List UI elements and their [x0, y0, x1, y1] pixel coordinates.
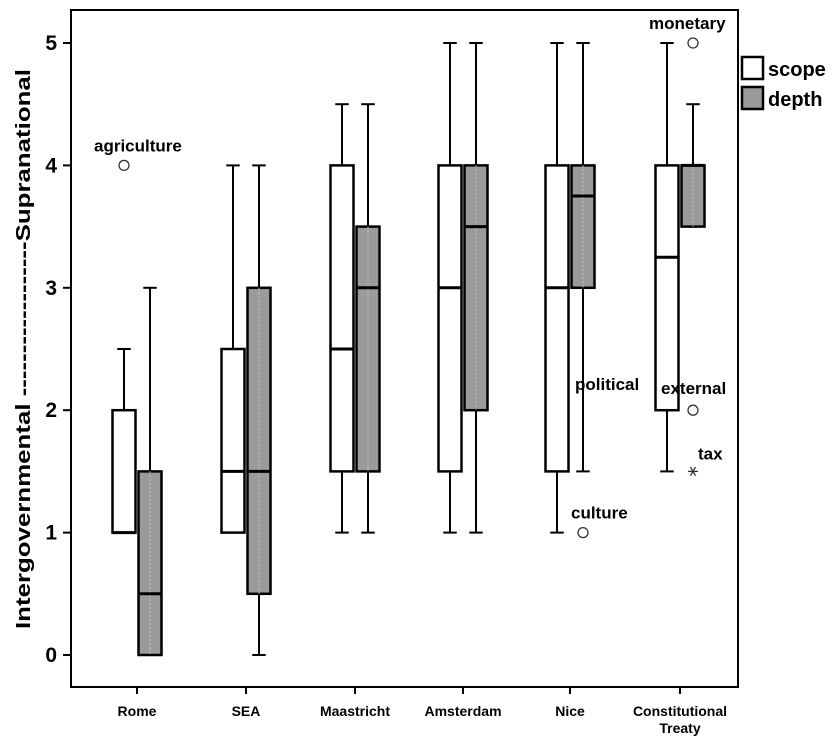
box-scope-sea: [220, 164, 246, 534]
box-depth-sea: [246, 164, 272, 656]
legend-item-depth: depth: [740, 85, 822, 111]
outlier-culture: culture: [571, 504, 628, 539]
outlier-marker-circle: [577, 526, 589, 539]
outlier-agriculture: agriculture: [94, 136, 182, 172]
outlier-marker-circle: [687, 37, 699, 49]
legend-swatch: [740, 85, 765, 111]
y-tick-label: 4: [45, 154, 57, 177]
box-iqr: [220, 347, 246, 534]
box-depth-maastricht: [355, 103, 381, 534]
box-scope-amsterdam: [437, 42, 463, 534]
box-iqr: [111, 408, 137, 534]
outlier-label: culture: [571, 504, 628, 523]
y-axis: 0 1 2 3 4 5: [45, 32, 71, 667]
x-tick-label: Amsterdam: [424, 703, 501, 719]
x-tick-label: Constitutional: [633, 703, 727, 719]
x-tick-label: SEA: [232, 703, 261, 719]
box-iqr: [437, 164, 463, 473]
box-iqr: [329, 164, 355, 473]
y-tick-label: 2: [45, 399, 57, 422]
y-tick-label: 1: [45, 522, 57, 545]
x-axis: Rome SEA Maastricht Amsterdam Nice Constituti…: [118, 687, 727, 736]
outlier-external: external: [661, 379, 726, 416]
outlier-marker-circle: [118, 159, 130, 172]
legend: scope depth: [740, 55, 826, 111]
outlier-label: tax: [698, 444, 723, 463]
legend-swatch: [740, 55, 765, 81]
outliers-layer: agriculture culture political monetary exter…: [94, 14, 726, 539]
y-tick-label: 3: [45, 277, 57, 300]
x-tick-label: Rome: [118, 703, 157, 719]
legend-label: depth: [768, 89, 822, 111]
outlier-marker-star: [689, 466, 697, 477]
box-depth-constitutional-treaty: [680, 103, 706, 228]
x-tick-label: Nice: [555, 703, 585, 719]
outlier-label: agriculture: [94, 136, 182, 155]
box-scope-nice: [544, 42, 570, 534]
box-depth-amsterdam: [463, 42, 489, 534]
outlier-label: external: [661, 379, 726, 398]
box-scope-constitutional-treaty: [654, 42, 680, 473]
box-scope-rome: [111, 348, 137, 535]
plot-area: [70, 9, 739, 688]
x-tick-label: Treaty: [659, 720, 700, 736]
box-depth-rome: [137, 286, 163, 657]
y-axis-label: Intergovernmental ------------------Supr…: [13, 69, 35, 629]
outlier-label: monetary: [649, 14, 726, 33]
plot-frame: [70, 9, 739, 688]
boxes-layer: [111, 42, 706, 657]
box-iqr: [654, 164, 680, 412]
box-scope-maastricht: [329, 103, 355, 534]
box-depth-nice: [570, 42, 596, 473]
y-tick-label: 5: [45, 32, 57, 55]
outlier-monetary: monetary: [649, 14, 726, 49]
legend-item-scope: scope: [740, 55, 826, 81]
box-iqr: [544, 164, 570, 473]
outlier-political: political: [575, 375, 639, 394]
outlier-tax: tax: [688, 444, 723, 477]
outlier-marker-circle: [687, 404, 699, 416]
y-tick-label: 0: [45, 644, 57, 667]
legend-label: scope: [768, 59, 826, 81]
x-tick-label: Maastricht: [320, 703, 390, 719]
outlier-label: political: [575, 375, 639, 394]
